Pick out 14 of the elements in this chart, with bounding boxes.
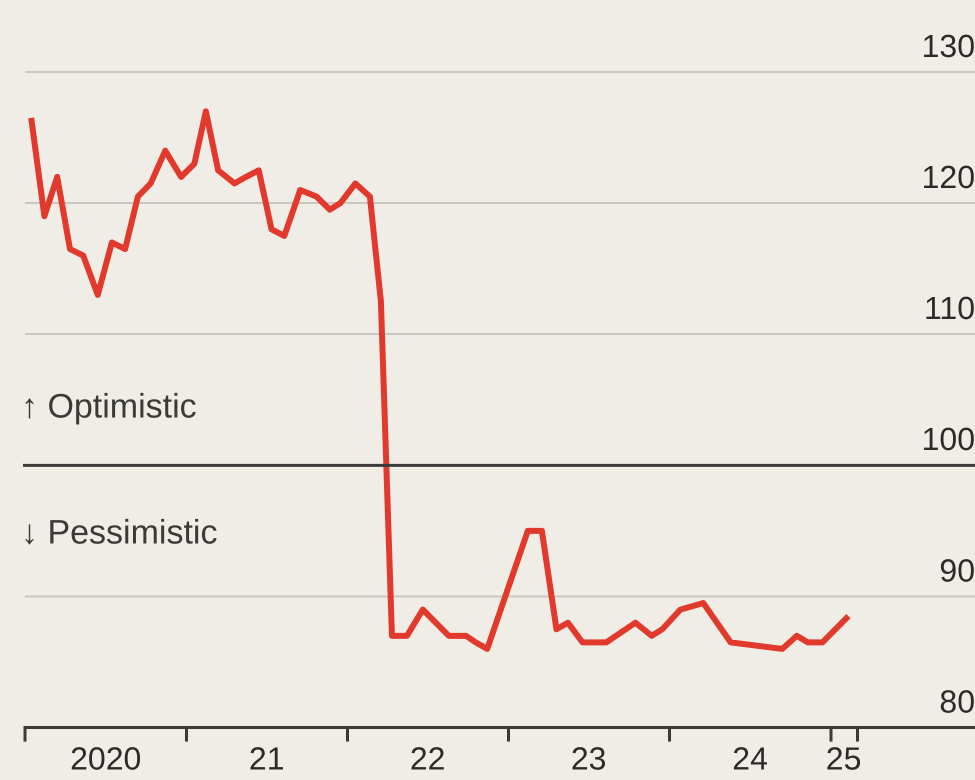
y-tick-label: 130 bbox=[922, 28, 975, 64]
x-tick-label: 22 bbox=[410, 740, 446, 777]
y-tick-label: 110 bbox=[924, 290, 975, 326]
y-tick-label: 120 bbox=[922, 158, 975, 195]
x-tick-label: 2020 bbox=[70, 740, 142, 777]
y-tick-label: 90 bbox=[939, 552, 975, 588]
x-tick-label: 24 bbox=[732, 740, 768, 777]
y-tick-label: 80 bbox=[939, 683, 975, 720]
x-tick-label: 25 bbox=[826, 740, 862, 777]
x-tick-label: 23 bbox=[570, 740, 606, 777]
annotation: ↓ Pessimistic bbox=[21, 513, 218, 552]
x-tick-label: 21 bbox=[248, 740, 284, 777]
y-tick-label: 100 bbox=[922, 421, 975, 458]
annotation: ↑ Optimistic bbox=[21, 387, 197, 426]
